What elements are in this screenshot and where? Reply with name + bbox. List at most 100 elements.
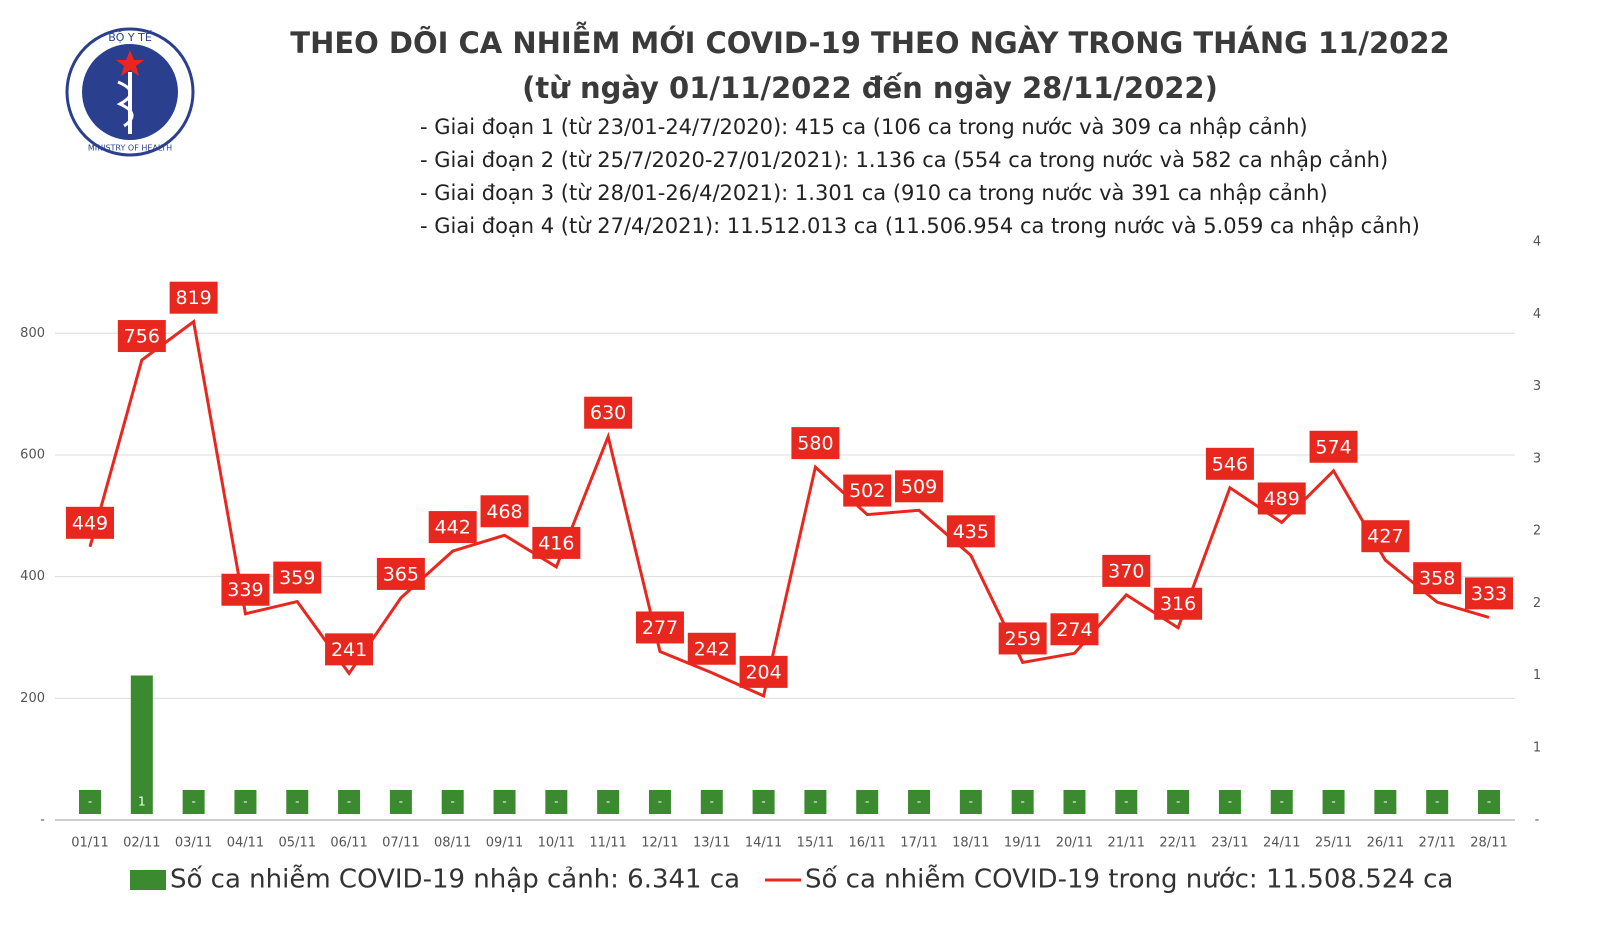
x-tick-label: 03/11 (175, 836, 212, 851)
x-tick-label: 11/11 (589, 836, 626, 851)
data-label-box (1205, 447, 1254, 480)
bar (1426, 790, 1449, 814)
bar (1063, 790, 1086, 814)
logo-top-text: BỘ Y TẾ (108, 30, 152, 44)
data-label-box (791, 427, 840, 460)
logo: BỘ Y TẾ MINISTRY OF HEALTH (65, 27, 195, 157)
data-label: 449 (72, 512, 108, 534)
data-label: 574 (1315, 436, 1351, 458)
x-tick-label: 27/11 (1418, 836, 1455, 851)
y2-tick-label: 3 (1533, 451, 1541, 466)
bar (648, 790, 671, 814)
data-label: 370 (1108, 560, 1144, 582)
bar (130, 675, 153, 814)
x-tick-label: 19/11 (1004, 836, 1041, 851)
x-tick-label: 02/11 (123, 836, 160, 851)
data-label-box (895, 470, 944, 503)
y2-tick-label: 1 (1533, 740, 1541, 755)
data-label-box (1309, 430, 1358, 463)
data-label: 333 (1471, 583, 1507, 605)
bar (1011, 790, 1034, 814)
y2-tick-label: 3 (1533, 379, 1541, 394)
bar-label: - (554, 795, 558, 809)
data-label-box (325, 633, 374, 666)
bar (1115, 790, 1138, 814)
bar-label: - (606, 795, 610, 809)
x-tick-label: 24/11 (1263, 836, 1300, 851)
data-label: 819 (175, 287, 211, 309)
data-label-box (584, 396, 633, 429)
data-label: 489 (1264, 488, 1300, 510)
bar (700, 790, 723, 814)
bar-label: - (658, 795, 662, 809)
data-label: 442 (435, 517, 471, 539)
bar-label: - (1435, 795, 1439, 809)
bar (338, 790, 361, 814)
data-label: 274 (1056, 619, 1092, 641)
y2-tick-label: 4 (1533, 235, 1541, 250)
data-label-box (273, 561, 322, 594)
logo-bottom-text: MINISTRY OF HEALTH (88, 144, 172, 153)
data-label-box (169, 281, 218, 314)
x-tick-label: 10/11 (538, 836, 575, 851)
line (88, 319, 1490, 698)
x-tick-label: 25/11 (1315, 836, 1352, 851)
x-tick-label: 01/11 (71, 836, 108, 851)
bar (597, 790, 620, 814)
data-label-box (687, 632, 736, 665)
note: - Giai đoạn 2 (từ 25/7/2020-27/01/2021):… (420, 148, 1388, 172)
x-tick-label: 28/11 (1470, 836, 1507, 851)
data-label-box (739, 655, 788, 688)
x-tick-label: 20/11 (1056, 836, 1093, 851)
bar-label: - (1331, 795, 1335, 809)
bar (959, 790, 982, 814)
note: - Giai đoạn 4 (từ 27/4/2021): 11.512.013… (420, 214, 1420, 238)
x-tick-label: 08/11 (434, 836, 471, 851)
bar (545, 790, 568, 814)
chart-title: THEO DÕI CA NHIỄM MỚI COVID-19 THEO NGÀY… (290, 22, 1449, 60)
x-tick-label: 07/11 (382, 836, 419, 851)
bar-label: - (1072, 795, 1076, 809)
data-label: 359 (279, 567, 315, 589)
bar-label: - (1176, 795, 1180, 809)
legend-label: Số ca nhiễm COVID-19 nhập cảnh: 6.341 ca (170, 864, 740, 895)
data-label: 546 (1212, 453, 1248, 475)
data-label-box (221, 573, 270, 606)
y-tick-label: 200 (20, 691, 45, 706)
bar (752, 790, 775, 814)
x-tick-label: 16/11 (848, 836, 885, 851)
bar-label: - (1487, 795, 1491, 809)
note: - Giai đoạn 1 (từ 23/01-24/7/2020): 415 … (420, 115, 1308, 139)
bar (1478, 790, 1500, 814)
bar-label: - (451, 795, 455, 809)
data-label: 435 (953, 521, 989, 543)
data-label-box (998, 622, 1047, 655)
x-tick-label: 18/11 (952, 836, 989, 851)
data-label-box (635, 611, 684, 644)
bar (1167, 790, 1190, 814)
bar-label: - (191, 795, 195, 809)
data-label: 427 (1367, 526, 1403, 548)
bar-label: 1 (138, 795, 146, 809)
bar (1270, 790, 1293, 814)
data-label: 358 (1419, 568, 1455, 590)
bar-label: - (502, 795, 506, 809)
legend-swatch (130, 870, 166, 890)
data-label-box (1465, 577, 1513, 610)
legend-label: Số ca nhiễm COVID-19 trong nước: 11.508.… (805, 864, 1453, 895)
bar (804, 790, 827, 814)
bar (1374, 790, 1397, 814)
data-label-box (1102, 554, 1151, 587)
y2-tick-label: 2 (1533, 524, 1541, 539)
bar (234, 790, 257, 814)
x-tick-label: 09/11 (486, 836, 523, 851)
y-tick-label: 400 (20, 569, 45, 584)
bar-label: - (1124, 795, 1128, 809)
chart-subtitle: (từ ngày 01/11/2022 đến ngày 28/11/2022) (522, 71, 1218, 105)
data-label: 502 (849, 480, 885, 502)
bar-label: - (295, 795, 299, 809)
y2-tick-label: - (1535, 813, 1540, 828)
bar-label: - (1383, 795, 1387, 809)
